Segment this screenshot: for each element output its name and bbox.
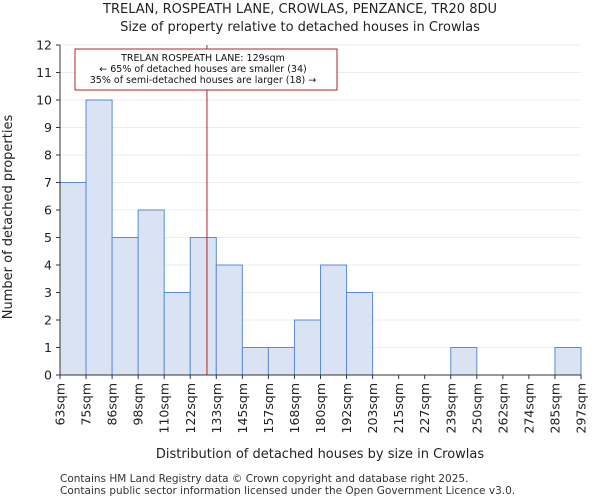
annotation-line-3: 35% of semi-detached houses are larger (… [90, 75, 317, 86]
x-tick-label-215sqm: 215sqm [391, 383, 406, 433]
x-tick-label-227sqm: 227sqm [417, 383, 432, 433]
bar-145sqm [241, 347, 269, 376]
y-axis-label: Number of detached properties [1, 115, 16, 320]
bar-75sqm [85, 99, 113, 376]
bar-168sqm [293, 319, 322, 376]
annotation-frame [74, 48, 338, 91]
x-tick-label-180sqm: 180sqm [313, 383, 328, 433]
y-tick-label-5: 5 [44, 230, 52, 245]
x-tick-label-157sqm: 157sqm [261, 383, 276, 433]
x-tick-label-192sqm: 192sqm [339, 383, 354, 433]
y-tick-label-9: 9 [44, 120, 52, 135]
y-tick-label-2: 2 [44, 313, 52, 328]
y-tick-label-0: 0 [44, 368, 52, 383]
footer-line-1: Contains HM Land Registry data © Crown c… [60, 473, 468, 485]
y-tick-label-12: 12 [36, 38, 52, 53]
bar-86sqm [111, 237, 139, 376]
x-tick-label-86sqm: 86sqm [105, 383, 120, 426]
annotation-box: TRELAN ROSPEATH LANE: 129sqm ← 65% of de… [74, 48, 338, 91]
annotation-line-1: TRELAN ROSPEATH LANE: 129sqm [120, 53, 285, 64]
bar-133sqm [215, 264, 243, 376]
chart-subtitle: Size of property relative to detached ho… [120, 20, 480, 35]
x-axis-label: Distribution of detached houses by size … [156, 447, 485, 462]
x-tick-label-110sqm: 110sqm [157, 383, 172, 433]
x-tick-label-75sqm: 75sqm [79, 383, 94, 426]
x-tick-label-250sqm: 250sqm [469, 383, 484, 433]
y-tick-label-8: 8 [44, 148, 52, 163]
x-tick-label-203sqm: 203sqm [365, 383, 380, 433]
bar-285sqm [554, 347, 582, 376]
chart-title: TRELAN, ROSPEATH LANE, CROWLAS, PENZANCE… [102, 2, 497, 17]
bar-98sqm [137, 209, 165, 376]
x-tick-label-285sqm: 285sqm [547, 383, 562, 433]
bar-180sqm [320, 264, 348, 376]
x-tick-labels: 63sqm 75sqm 86sqm 98sqm 110sqm 122sqm 133sqm 14… [53, 375, 589, 433]
x-tick-label-262sqm: 262sqm [495, 383, 510, 433]
footer-line-2: Contains public sector information licen… [60, 485, 515, 497]
y-tick-label-1: 1 [44, 340, 52, 355]
x-tick-label-274sqm: 274sqm [521, 383, 536, 433]
x-tick-label-63sqm: 63sqm [53, 383, 68, 426]
x-tick-label-122sqm: 122sqm [183, 383, 198, 433]
y-tick-label-10: 10 [36, 93, 52, 108]
y-tick-label-4: 4 [44, 258, 52, 273]
bar-192sqm [346, 292, 374, 376]
x-tick-label-168sqm: 168sqm [287, 383, 302, 433]
x-tick-label-133sqm: 133sqm [209, 383, 224, 433]
y-tick-label-11: 11 [36, 65, 52, 80]
bar-239sqm [450, 347, 478, 376]
y-tick-label-3: 3 [44, 285, 52, 300]
y-tick-label-7: 7 [44, 175, 52, 190]
x-tick-label-297sqm: 297sqm [574, 383, 589, 433]
bar-110sqm [163, 292, 191, 376]
x-tick-label-145sqm: 145sqm [235, 383, 250, 433]
x-tick-label-239sqm: 239sqm [443, 383, 458, 433]
x-tick-label-98sqm: 98sqm [131, 383, 146, 426]
bars-group [59, 99, 582, 376]
y-tick-label-6: 6 [44, 203, 52, 218]
bar-122sqm [189, 237, 217, 376]
bar-63sqm [59, 182, 87, 376]
annotation-line-2: ← 65% of detached houses are smaller (34… [99, 64, 306, 75]
bar-157sqm [267, 347, 295, 376]
